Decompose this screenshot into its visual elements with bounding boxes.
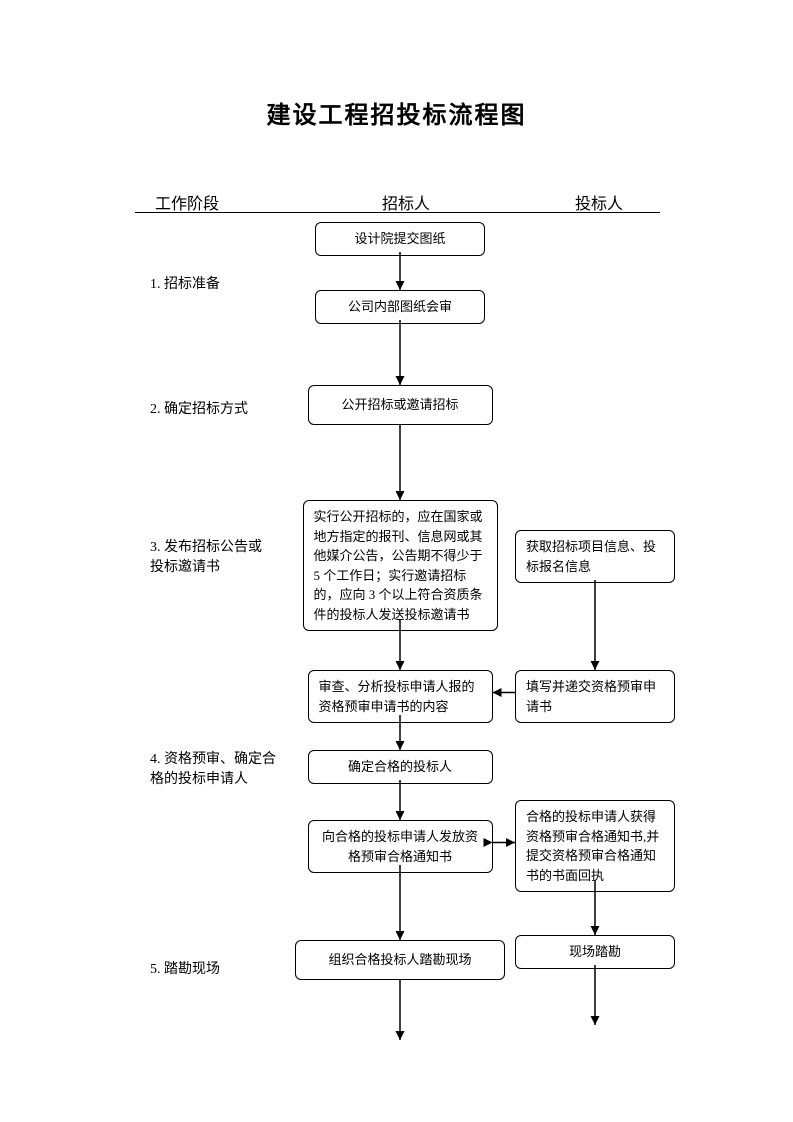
col-header-tender: 招标人: [382, 190, 430, 214]
flow-node: 公司内部图纸会审: [315, 290, 485, 324]
stage-label: 1. 招标准备: [150, 275, 290, 295]
flow-node: 审查、分析投标申请人报的资格预审申请书的内容: [308, 670, 493, 723]
stage-label: 3. 发布招标公告或 投标邀请书: [150, 538, 290, 577]
col-header-bidder: 投标人: [575, 190, 623, 214]
flow-node: 实行公开招标的，应在国家或地方指定的报刊、信息网或其他媒介公告，公告期不得少于 …: [303, 500, 498, 631]
flow-node: 获取招标项目信息、投标报名信息: [515, 530, 675, 583]
flow-node: 填写并递交资格预审申请书: [515, 670, 675, 723]
flow-node: 组织合格投标人踏勘现场: [295, 940, 505, 980]
flow-node: 现场踏勘: [515, 935, 675, 969]
flow-node: 公开招标或邀请招标: [308, 385, 493, 425]
col-header-stage: 工作阶段: [155, 190, 219, 214]
stage-label: 4. 资格预审、确定合 格的投标申请人: [150, 750, 290, 789]
stage-label: 5. 踏勘现场: [150, 960, 290, 980]
flow-node: 向合格的投标申请人发放资格预审合格通知书: [308, 820, 493, 873]
flow-node: 设计院提交图纸: [315, 222, 485, 256]
stage-label: 2. 确定招标方式: [150, 400, 290, 420]
page-title: 建设工程招投标流程图: [0, 95, 793, 130]
header-underline: [135, 212, 660, 213]
page: 建设工程招投标流程图 工作阶段 招标人 投标人 1. 招标准备 2. 确定招标方…: [0, 0, 793, 1122]
flow-node: 确定合格的投标人: [308, 750, 493, 784]
flow-node: 合格的投标申请人获得资格预审合格通知书,并提交资格预审合格通知书的书面回执: [515, 800, 675, 892]
